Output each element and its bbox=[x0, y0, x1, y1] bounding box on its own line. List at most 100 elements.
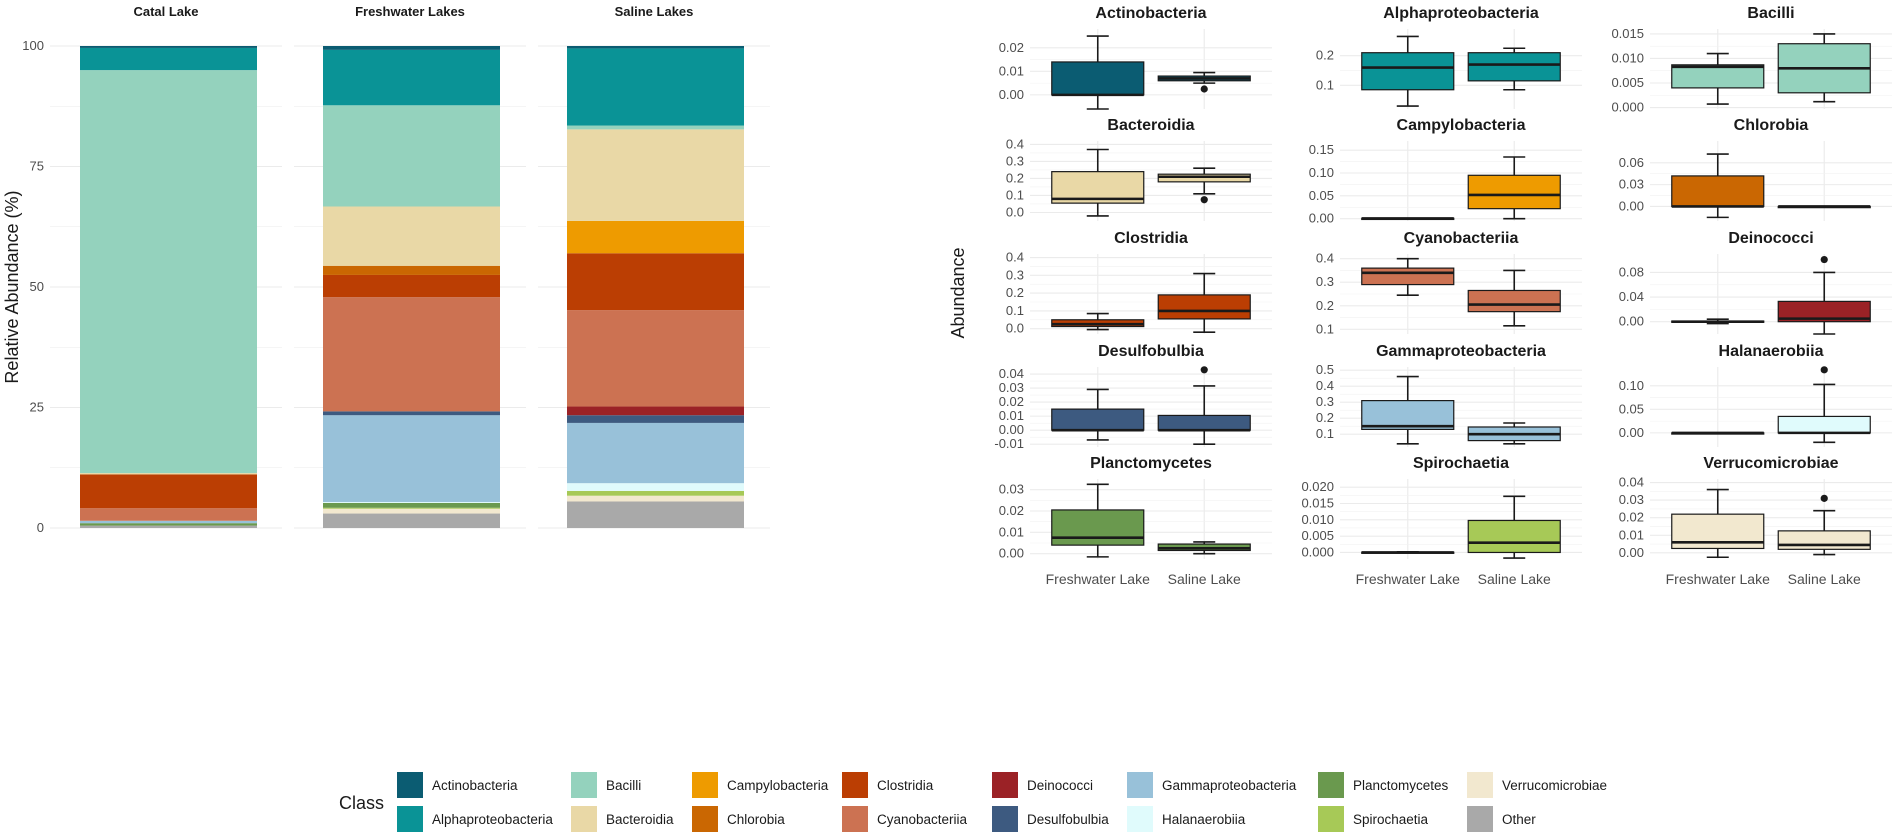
boxplot-grid: 0.000.010.02Actinobacteria0.10.2Alphapro… bbox=[948, 5, 1892, 587]
outlier-point bbox=[1820, 366, 1828, 374]
y-tick-label: 0.1 bbox=[1006, 187, 1024, 202]
legend-item-spirochaetia: Spirochaetia bbox=[1318, 806, 1429, 832]
box-iqr bbox=[1157, 414, 1251, 431]
y-tick-label: 0.0 bbox=[1006, 321, 1024, 336]
bar-segment-alphaproteobacteria bbox=[80, 47, 257, 71]
legend-swatch bbox=[992, 806, 1018, 832]
legend-label: Halanaerobiia bbox=[1162, 812, 1246, 827]
box-iqr bbox=[1051, 61, 1145, 96]
y-tick-label: 0.015 bbox=[1301, 495, 1334, 510]
box-freshwater-lake bbox=[1671, 318, 1765, 325]
legend-item-planctomycetes: Planctomycetes bbox=[1318, 772, 1449, 798]
legend-label: Spirochaetia bbox=[1353, 812, 1429, 827]
legend-label: Clostridia bbox=[877, 778, 934, 793]
y-axis-title: Relative Abundance (%) bbox=[2, 190, 22, 383]
y-tick-label: 0.00 bbox=[999, 87, 1024, 102]
panel-gammaproteobacteria: 0.10.20.30.40.5 Gammaproteobacteria bbox=[1316, 343, 1582, 447]
bar-segment-other bbox=[567, 501, 744, 528]
y-tick-label: 25 bbox=[30, 400, 44, 415]
panel-clostridia: 0.0 0.1 0.2 0.3 0.4 Clostridia bbox=[1006, 230, 1272, 336]
box-freshwater-lake bbox=[1671, 431, 1765, 435]
legend-item-campylobacteria: Campylobacteria bbox=[692, 772, 829, 798]
y-tick-label: 0.10 bbox=[1309, 165, 1334, 180]
panel-campylobacteria: 0.00 0.05 0.10 0.15 Campylobacteria bbox=[1309, 117, 1582, 226]
box-saline-lake bbox=[1777, 205, 1871, 209]
y-tick-label: 0.3 bbox=[1006, 267, 1024, 282]
legend-swatch bbox=[1467, 772, 1493, 798]
legend-swatch bbox=[397, 806, 423, 832]
box-freshwater-lake bbox=[1051, 312, 1145, 331]
panel-title: Clostridia bbox=[1114, 230, 1188, 247]
bar-segment-cyanobacteriia bbox=[567, 310, 744, 407]
legend-swatch bbox=[571, 806, 597, 832]
bar-segment-clostridia bbox=[323, 274, 500, 298]
box-iqr bbox=[1361, 52, 1455, 91]
legend-swatch bbox=[1127, 772, 1153, 798]
legend-item-deinococci: Deinococci bbox=[992, 772, 1093, 798]
panel-bacilli: 0.000 0.005 0.010 0.015 Bacilli bbox=[1611, 5, 1892, 115]
y-tick-label: 75 bbox=[30, 159, 44, 174]
y-tick-label: 0.005 bbox=[1301, 528, 1334, 543]
outlier-point bbox=[1820, 494, 1828, 502]
bar-segment-bacilli bbox=[80, 70, 257, 474]
legend-label: Desulfobulbia bbox=[1027, 812, 1109, 827]
legend-item-verrucomicrobiae: Verrucomicrobiae bbox=[1467, 772, 1607, 798]
panel-title: Cyanobacteriia bbox=[1404, 230, 1519, 247]
legend-label: Cyanobacteriia bbox=[877, 812, 968, 827]
y-tick-label: 0.005 bbox=[1611, 75, 1644, 90]
legend-swatch bbox=[571, 772, 597, 798]
y-tick-label: 0.00 bbox=[1619, 198, 1644, 213]
box-saline-lake bbox=[1467, 47, 1561, 91]
facet-title: Saline Lakes bbox=[615, 4, 694, 19]
y-tick-label: 0.01 bbox=[999, 63, 1024, 78]
bar-segment-gammaproteobacteria bbox=[323, 415, 500, 502]
bar-segment-cyanobacteriia bbox=[323, 297, 500, 412]
box-freshwater-lake bbox=[1051, 148, 1145, 217]
bar-segment-chlorobia bbox=[323, 265, 500, 275]
panel-title: Bacilli bbox=[1747, 5, 1794, 22]
x-tick-label: Saline Lake bbox=[1168, 571, 1241, 587]
x-tick-label: Freshwater Lake bbox=[1666, 571, 1770, 587]
panel-title: Alphaproteobacteria bbox=[1383, 5, 1539, 22]
y-tick-label: 0.00 bbox=[1619, 314, 1644, 329]
box-iqr bbox=[1467, 289, 1561, 313]
legend-item-bacilli: Bacilli bbox=[571, 772, 641, 798]
y-tick-label: 0.2 bbox=[1316, 298, 1334, 313]
y-tick-label: 0.00 bbox=[1619, 425, 1644, 440]
bar-segment-halanaerobiia bbox=[567, 483, 744, 491]
y-tick-label: 0.01 bbox=[999, 524, 1024, 539]
bar-segment-cyanobacteriia bbox=[80, 508, 257, 521]
legend-item-bacteroidia: Bacteroidia bbox=[571, 806, 674, 832]
box-iqr bbox=[1361, 400, 1455, 431]
panel-actinobacteria: 0.00 0.01 0.02 Actinobacteria bbox=[999, 5, 1272, 110]
box-freshwater-lake bbox=[1671, 52, 1765, 105]
box-freshwater-lake bbox=[1051, 35, 1145, 110]
panel-title: Spirochaetia bbox=[1413, 455, 1509, 472]
y-tick-label: 50 bbox=[30, 279, 44, 294]
y-tick-label: 0.1 bbox=[1316, 426, 1334, 441]
y-tick-label: 0.5 bbox=[1316, 362, 1334, 377]
panel-title: Campylobacteria bbox=[1397, 117, 1526, 134]
box-saline-lake bbox=[1777, 255, 1871, 335]
legend-swatch bbox=[1127, 806, 1153, 832]
y-tick-label: 0.02 bbox=[999, 394, 1024, 409]
box-iqr bbox=[1157, 294, 1251, 320]
facet-title: Freshwater Lakes bbox=[355, 4, 465, 19]
legend-label: Deinococci bbox=[1027, 778, 1093, 793]
y-tick-label: 0.00 bbox=[999, 422, 1024, 437]
y-tick-label: 0.4 bbox=[1316, 251, 1334, 266]
bar-segment-gammaproteobacteria bbox=[567, 422, 744, 484]
bar-segment-bacilli bbox=[567, 125, 744, 130]
legend-item-cyanobacteriia: Cyanobacteriia bbox=[842, 806, 968, 832]
y-tick-label: 0.01 bbox=[999, 408, 1024, 423]
panel-deinococci: 0.00 0.04 0.08 Deinococci bbox=[1619, 230, 1892, 335]
panel-title: Gammaproteobacteria bbox=[1376, 343, 1546, 360]
y-tick-label: 0.0 bbox=[1006, 204, 1024, 219]
legend-swatch bbox=[397, 772, 423, 798]
legend-label: Campylobacteria bbox=[727, 778, 829, 793]
bar-segment-campylobacteria bbox=[567, 220, 744, 254]
legend-label: Chlorobia bbox=[727, 812, 785, 827]
bar-segment-bacteroidia bbox=[567, 129, 744, 221]
panel-desulfobulbia: -0.010.000.010.020.030.04 Desulfobulbia bbox=[994, 343, 1272, 451]
